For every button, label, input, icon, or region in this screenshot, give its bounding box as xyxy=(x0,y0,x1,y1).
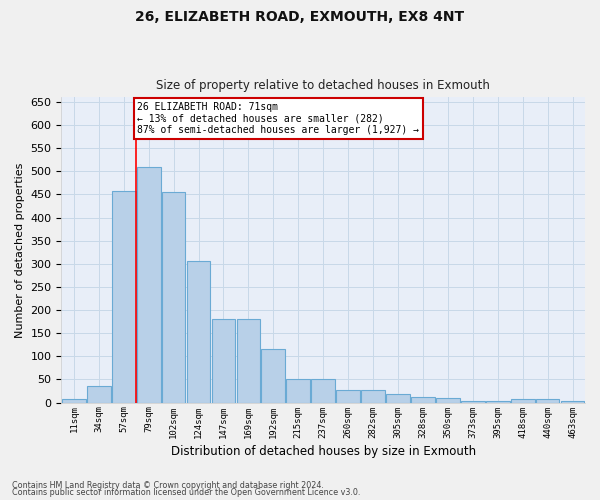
X-axis label: Distribution of detached houses by size in Exmouth: Distribution of detached houses by size … xyxy=(170,444,476,458)
Bar xyxy=(411,396,435,402)
Bar xyxy=(311,380,335,402)
Text: Contains HM Land Registry data © Crown copyright and database right 2024.: Contains HM Land Registry data © Crown c… xyxy=(12,480,324,490)
Bar xyxy=(212,320,235,402)
Bar xyxy=(536,399,559,402)
Bar xyxy=(286,380,310,402)
Bar xyxy=(137,166,161,402)
Bar xyxy=(560,400,584,402)
Text: Contains public sector information licensed under the Open Government Licence v3: Contains public sector information licen… xyxy=(12,488,361,497)
Text: 26 ELIZABETH ROAD: 71sqm
← 13% of detached houses are smaller (282)
87% of semi-: 26 ELIZABETH ROAD: 71sqm ← 13% of detach… xyxy=(137,102,419,135)
Bar xyxy=(461,400,485,402)
Bar xyxy=(262,350,285,403)
Y-axis label: Number of detached properties: Number of detached properties xyxy=(15,162,25,338)
Bar xyxy=(336,390,360,402)
Bar xyxy=(112,190,136,402)
Bar xyxy=(361,390,385,402)
Bar xyxy=(511,399,535,402)
Bar xyxy=(187,262,211,402)
Bar xyxy=(236,320,260,402)
Bar xyxy=(436,398,460,402)
Bar xyxy=(162,192,185,402)
Bar xyxy=(486,400,509,402)
Text: 26, ELIZABETH ROAD, EXMOUTH, EX8 4NT: 26, ELIZABETH ROAD, EXMOUTH, EX8 4NT xyxy=(136,10,464,24)
Bar xyxy=(62,399,86,402)
Title: Size of property relative to detached houses in Exmouth: Size of property relative to detached ho… xyxy=(156,79,490,92)
Bar xyxy=(386,394,410,402)
Bar xyxy=(87,386,110,402)
